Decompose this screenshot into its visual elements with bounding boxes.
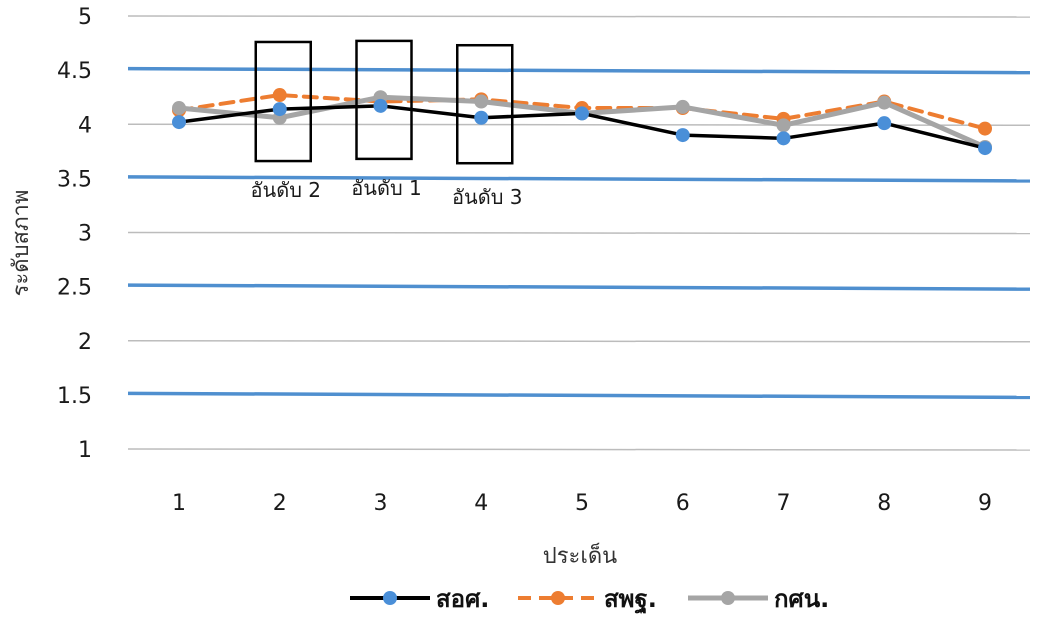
data-point: [172, 101, 186, 116]
data-point: [172, 115, 186, 130]
gridline-major: [127, 175, 1031, 183]
data-point: [272, 102, 287, 117]
x-tick-label: 2: [273, 491, 287, 516]
annotation-box: [254, 40, 312, 163]
annotation-label: อันดับ 1: [351, 176, 421, 200]
data-point: [474, 94, 489, 109]
data-point: [474, 110, 489, 125]
y-tick-label: 4: [78, 113, 92, 138]
series-lines: [172, 88, 992, 156]
legend-item: สพฐ.: [518, 585, 657, 615]
x-tick-label: 7: [777, 491, 791, 516]
data-point: [675, 99, 690, 114]
data-point: [877, 95, 892, 110]
gridline-minor: [127, 231, 1031, 235]
legend-item: สอศ.: [350, 585, 489, 613]
data-point: [978, 121, 992, 136]
data-point: [675, 128, 690, 143]
data-point: [776, 131, 791, 146]
y-tick-label: 2.5: [57, 276, 92, 301]
data-point: [978, 141, 992, 156]
y-tick-label: 1: [78, 438, 92, 463]
annotation-label: อันดับ 2: [251, 178, 321, 202]
gridline-major: [127, 66, 1031, 75]
series-3: [172, 90, 992, 154]
annotation-label: อันดับ 3: [452, 185, 522, 209]
y-axis-title: ระดับสภาพ: [9, 190, 34, 297]
data-point: [776, 118, 791, 133]
legend-swatch-marker: [551, 591, 565, 605]
x-tick-label: 9: [978, 491, 992, 516]
x-tick-label: 3: [374, 491, 388, 516]
gridline-minor: [127, 15, 1031, 18]
gridline-minor: [127, 340, 1031, 343]
legend-swatch-marker: [721, 591, 735, 605]
data-point: [575, 106, 589, 121]
data-point: [373, 98, 388, 113]
annotation-box: [456, 43, 514, 165]
data-point: [877, 116, 892, 131]
x-tick-label: 5: [575, 491, 589, 516]
legend-label: สอศ.: [436, 585, 489, 613]
gridline-major: [127, 391, 1031, 400]
gridline-major: [127, 283, 1031, 291]
y-axis-ticks: 1 1.5 2 2.5 3 3.5 4 4.5 5: [57, 5, 92, 463]
x-axis-title: ประเด็น: [543, 541, 617, 569]
series-1: [172, 98, 992, 156]
legend-swatch-marker: [383, 591, 397, 605]
legend: สอศ. สพฐ. กศน.: [350, 585, 829, 615]
x-tick-label: 6: [676, 491, 690, 516]
y-tick-label: 3.5: [57, 167, 92, 192]
y-tick-label: 2: [78, 330, 92, 355]
y-tick-label: 5: [78, 5, 92, 30]
rank-annotations: อันดับ 2 อันดับ 1 อันดับ 3: [251, 39, 522, 209]
y-tick-label: 1.5: [57, 384, 92, 409]
gridline-minor: [127, 448, 1031, 451]
y-tick-label: 4.5: [57, 59, 92, 84]
y-tick-label: 3: [78, 222, 92, 247]
data-point: [272, 88, 287, 103]
x-axis-ticks: 1 2 3 4 5 6 7 8 9: [172, 491, 992, 516]
legend-label: สพฐ.: [604, 585, 657, 615]
x-tick-label: 8: [877, 491, 891, 516]
annotation-box: [355, 39, 413, 161]
x-tick-label: 4: [474, 491, 488, 516]
x-tick-label: 1: [172, 491, 186, 516]
legend-item: กศน.: [688, 585, 829, 613]
gridlines: [127, 15, 1031, 451]
legend-label: กศน.: [774, 585, 829, 613]
